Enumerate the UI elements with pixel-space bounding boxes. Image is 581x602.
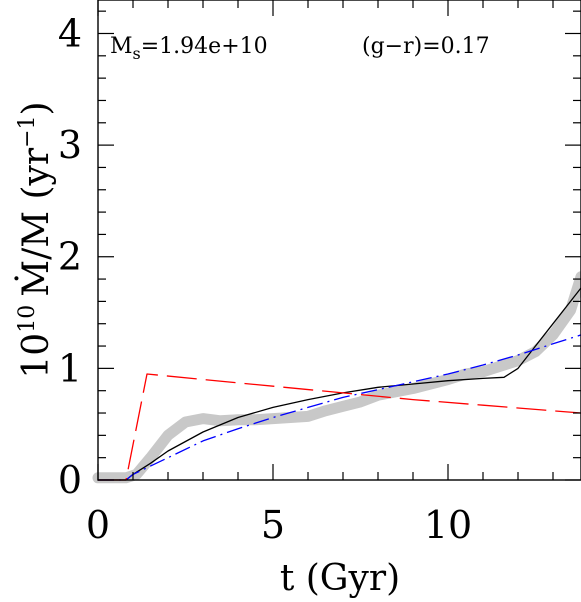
mass-value: =1.94e+10 — [141, 34, 268, 59]
series-line-4 — [98, 373, 581, 481]
x-tick-label: 10 — [424, 503, 472, 547]
y-axis-suffix: ) — [16, 101, 57, 115]
mass-subscript: s — [133, 44, 141, 63]
y-axis-exponent2: −1 — [15, 115, 40, 147]
y-tick-label: 0 — [58, 458, 82, 502]
series-line-1 — [92, 271, 581, 484]
y-axis-title-group: 1010 Ṁ/M (yr−1) — [15, 101, 57, 378]
y-axis-main: Ṁ/M (yr — [15, 147, 57, 297]
y-tick-label: 2 — [58, 235, 82, 279]
y-axis-title: 1010 Ṁ/M (yr−1) — [15, 101, 57, 378]
y-tick-label: 4 — [58, 11, 82, 55]
color-annotation: (g−r)=0.17 — [362, 34, 490, 59]
ticks-layer — [97, 0, 581, 481]
series-layer — [92, 271, 581, 484]
x-axis-title: t (Gyr) — [280, 558, 400, 599]
x-tick-label: 0 — [86, 503, 110, 547]
series-line-3 — [98, 334, 581, 481]
y-tick-label: 1 — [58, 346, 82, 390]
y-axis-exponent: 10 — [15, 305, 40, 333]
mass-symbol: M — [110, 34, 133, 59]
x-tick-label: 5 — [261, 503, 285, 547]
plot-frame — [97, 0, 581, 481]
mass-annotation: Ms=1.94e+10 — [110, 34, 268, 63]
tick-labels-layer: 0 5 10 0 1 2 3 4 — [58, 11, 472, 547]
y-axis-prefix: 10 — [16, 333, 57, 379]
y-tick-label: 3 — [58, 123, 82, 167]
series-line-2 — [98, 287, 581, 481]
